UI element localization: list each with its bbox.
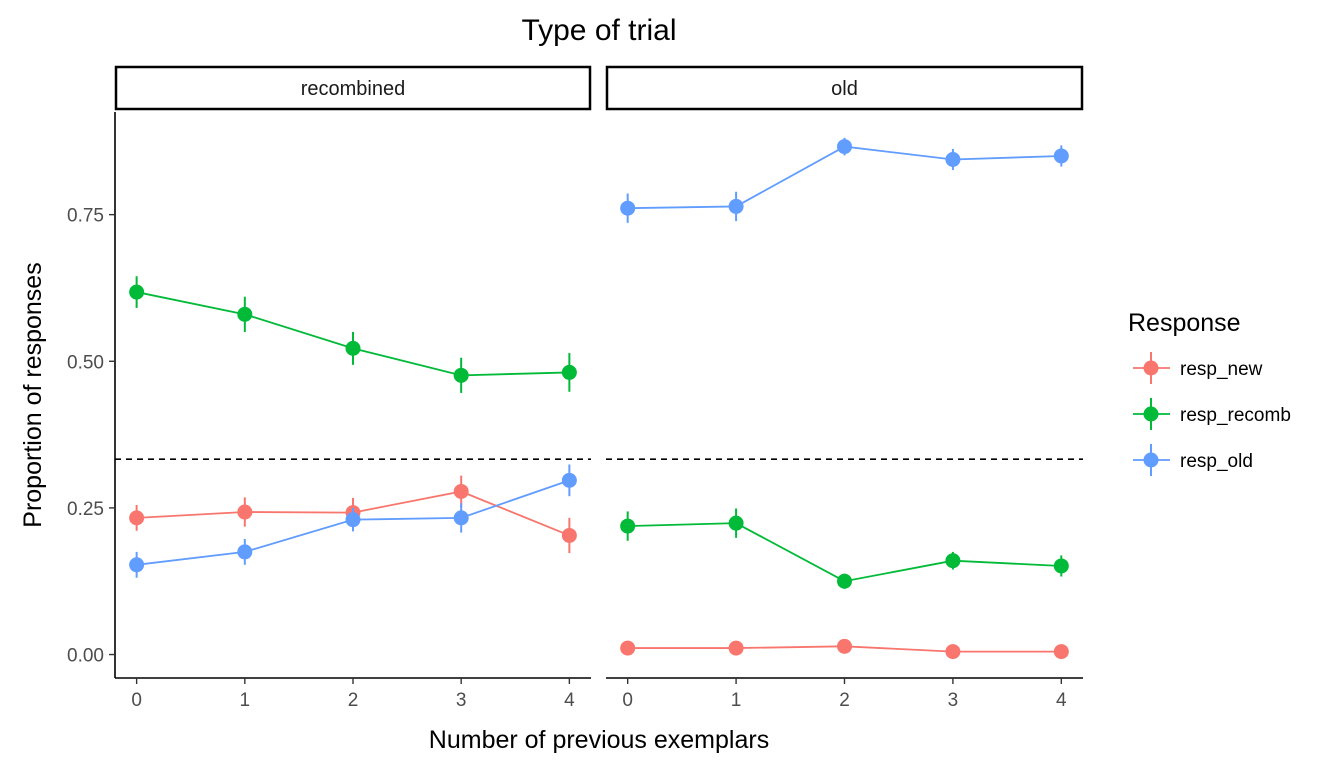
series-line [627, 145, 1062, 210]
x-tick-label: 3 [456, 690, 467, 711]
x-tick-label: 1 [240, 690, 251, 711]
data-point [620, 518, 636, 534]
data-point [728, 198, 744, 214]
x-tick-label: 3 [948, 690, 959, 711]
data-point [728, 640, 744, 656]
data-point [561, 472, 577, 488]
data-point [129, 510, 145, 526]
legend-entry-label: resp_recomb [1180, 405, 1291, 426]
series-line [627, 522, 1062, 583]
data-point [453, 483, 469, 499]
data-point [561, 364, 577, 380]
data-point [728, 515, 744, 531]
data-point [620, 200, 636, 216]
legend-key-point [1143, 406, 1159, 422]
x-tick-label: 4 [1056, 690, 1067, 711]
legend-key-point [1143, 360, 1159, 376]
y-tick-label: 0.75 [67, 206, 104, 227]
legend: Response resp_new resp_recomb resp_old [1128, 309, 1291, 476]
x-tick-label: 0 [131, 690, 142, 711]
data-point [945, 644, 961, 660]
x-tick-label: 2 [839, 690, 850, 711]
y-tick-label: 0.50 [67, 352, 104, 373]
data-point [1053, 644, 1069, 660]
y-axis-title: Proportion of responses [19, 262, 47, 527]
chart-title: Type of trial [521, 14, 676, 47]
legend-entry-resp_recomb: resp_recomb [1133, 398, 1291, 430]
data-point [1053, 558, 1069, 574]
data-point [129, 557, 145, 573]
series-resp_old [129, 464, 577, 578]
data-point [837, 139, 852, 155]
data-point [453, 510, 469, 526]
y-tick-label: 0.25 [67, 499, 104, 520]
series-resp_recomb [129, 276, 577, 393]
legend-entry-label: resp_new [1180, 359, 1263, 380]
series-resp_new [620, 638, 1069, 660]
series-resp_old [620, 137, 1069, 223]
facet-strip [114, 65, 592, 111]
panel-recombined: recombined 0.00 0.25 0.50 0.75 0 1 2 3 4 [67, 65, 592, 711]
x-tick-label: 0 [622, 690, 633, 711]
data-point [620, 640, 636, 656]
data-point [237, 306, 253, 322]
facet-strip-label: recombined [301, 78, 406, 100]
legend-key-point [1143, 452, 1159, 468]
data-point [237, 504, 253, 520]
legend-title: Response [1128, 309, 1241, 337]
x-axis-title: Number of previous exemplars [429, 726, 769, 754]
series-resp_recomb [620, 508, 1069, 589]
panel-old: old 0 1 2 3 4 [605, 65, 1084, 711]
data-point [1053, 148, 1069, 164]
data-point [837, 638, 852, 654]
facet-strip-label: old [831, 78, 858, 100]
legend-entry-resp_old: resp_old [1133, 444, 1253, 476]
facet-strip [605, 65, 1084, 111]
x-tick-label: 2 [348, 690, 359, 711]
data-point [837, 573, 852, 589]
facet-panels: recombined 0.00 0.25 0.50 0.75 0 1 2 3 4 old 0 1 2 3 4 [67, 65, 1084, 711]
legend-entry-label: resp_old [1180, 451, 1253, 472]
data-point [237, 544, 253, 560]
y-tick-label: 0.00 [67, 646, 104, 667]
data-point [945, 553, 961, 569]
data-point [561, 527, 577, 543]
legend-entries: resp_new resp_recomb resp_old [1133, 352, 1291, 476]
data-point [345, 512, 361, 528]
data-point [345, 340, 361, 356]
data-point [945, 152, 961, 168]
x-tick-label: 4 [564, 690, 575, 711]
data-point [129, 284, 145, 300]
legend-entry-resp_new: resp_new [1133, 352, 1263, 384]
x-tick-label: 1 [731, 690, 742, 711]
data-point [453, 367, 469, 383]
